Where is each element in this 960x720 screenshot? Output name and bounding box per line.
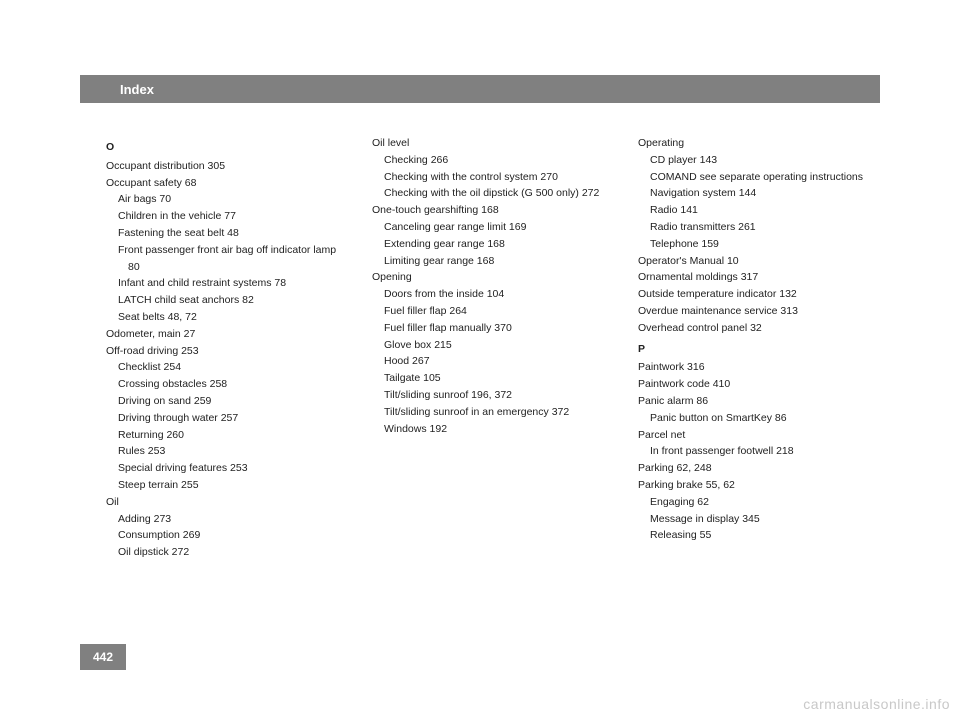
index-subentry: Rules 253 bbox=[128, 443, 348, 460]
index-subentry: Radio transmitters 261 bbox=[660, 219, 880, 236]
index-subentry: In front passenger footwell 218 bbox=[660, 443, 880, 460]
index-subentry: Fuel filler flap 264 bbox=[394, 303, 614, 320]
index-subentry: Front passenger front air bag off indica… bbox=[128, 242, 348, 276]
index-subentry: Navigation system 144 bbox=[660, 185, 880, 202]
index-subentry: Limiting gear range 168 bbox=[394, 253, 614, 270]
index-entry: Panic alarm 86 bbox=[648, 393, 880, 410]
index-entry: Paintwork code 410 bbox=[648, 376, 880, 393]
index-subentry: Canceling gear range limit 169 bbox=[394, 219, 614, 236]
index-subentry: Children in the vehicle 77 bbox=[128, 208, 348, 225]
index-subentry: Checking with the control system 270 bbox=[394, 169, 614, 186]
index-subentry: Steep terrain 255 bbox=[128, 477, 348, 494]
index-subentry: Crossing obstacles 258 bbox=[128, 376, 348, 393]
index-entry: Operating bbox=[648, 135, 880, 152]
watermark-text: carmanualsonline.info bbox=[803, 696, 950, 712]
index-subentry: Seat belts 48, 72 bbox=[128, 309, 348, 326]
index-subentry: Radio 141 bbox=[660, 202, 880, 219]
index-columns: O Occupant distribution 305Occupant safet… bbox=[106, 135, 880, 561]
index-subentry: Consumption 269 bbox=[128, 527, 348, 544]
index-subentry: COMAND see separate operating instructio… bbox=[660, 169, 880, 186]
index-entry: Odometer, main 27 bbox=[116, 326, 348, 343]
index-subentry: Fastening the seat belt 48 bbox=[128, 225, 348, 242]
index-entry: Occupant distribution 305 bbox=[116, 158, 348, 175]
index-entry: Occupant safety 68 bbox=[116, 175, 348, 192]
page-number-badge: 442 bbox=[80, 644, 126, 670]
index-entry: Oil bbox=[116, 494, 348, 511]
index-entry: Operator's Manual 10 bbox=[648, 253, 880, 270]
header-title: Index bbox=[120, 82, 154, 97]
index-subentry: Hood 267 bbox=[394, 353, 614, 370]
index-subentry: Tailgate 105 bbox=[394, 370, 614, 387]
index-entry: One-touch gearshifting 168 bbox=[382, 202, 614, 219]
header-accent bbox=[80, 75, 112, 103]
index-entry: Opening bbox=[382, 269, 614, 286]
page-number: 442 bbox=[93, 650, 113, 664]
index-subentry: Extending gear range 168 bbox=[394, 236, 614, 253]
index-letter-heading: O bbox=[106, 139, 348, 156]
index-subentry: Adding 273 bbox=[128, 511, 348, 528]
index-entry: Outside temperature indicator 132 bbox=[648, 286, 880, 303]
index-column-3: OperatingCD player 143COMAND see separat… bbox=[638, 135, 880, 561]
index-subentry: Oil dipstick 272 bbox=[128, 544, 348, 561]
index-entry: Overhead control panel 32 bbox=[648, 320, 880, 337]
index-subentry: Driving on sand 259 bbox=[128, 393, 348, 410]
index-subentry: Driving through water 257 bbox=[128, 410, 348, 427]
index-subentry: Air bags 70 bbox=[128, 191, 348, 208]
index-subentry: Panic button on SmartKey 86 bbox=[660, 410, 880, 427]
index-column-2: Oil levelChecking 266Checking with the c… bbox=[372, 135, 614, 561]
index-subentry: Glove box 215 bbox=[394, 337, 614, 354]
index-entry: Paintwork 316 bbox=[648, 359, 880, 376]
index-subentry: Checking 266 bbox=[394, 152, 614, 169]
index-entry: Ornamental moldings 317 bbox=[648, 269, 880, 286]
index-entry: Oil level bbox=[382, 135, 614, 152]
manual-index-page: Index O Occupant distribution 305Occupant… bbox=[0, 0, 960, 720]
header-bar: Index bbox=[80, 75, 880, 103]
index-subentry: Tilt/sliding sunroof 196, 372 bbox=[394, 387, 614, 404]
index-subentry: Releasing 55 bbox=[660, 527, 880, 544]
index-subentry: Special driving features 253 bbox=[128, 460, 348, 477]
index-subentry: CD player 143 bbox=[660, 152, 880, 169]
index-entry: Parking 62, 248 bbox=[648, 460, 880, 477]
index-body: O Occupant distribution 305Occupant safet… bbox=[106, 135, 880, 561]
index-subentry: Infant and child restraint systems 78 bbox=[128, 275, 348, 292]
index-subentry: Doors from the inside 104 bbox=[394, 286, 614, 303]
index-subentry: Checklist 254 bbox=[128, 359, 348, 376]
index-subentry: Tilt/sliding sunroof in an emergency 372 bbox=[394, 404, 614, 421]
index-entry: Parcel net bbox=[648, 427, 880, 444]
index-subentry: Telephone 159 bbox=[660, 236, 880, 253]
index-subentry: Returning 260 bbox=[128, 427, 348, 444]
index-column-1: O Occupant distribution 305Occupant safet… bbox=[106, 135, 348, 561]
index-entry: Parking brake 55, 62 bbox=[648, 477, 880, 494]
index-subentry: Fuel filler flap manually 370 bbox=[394, 320, 614, 337]
index-subentry: Checking with the oil dipstick (G 500 on… bbox=[394, 185, 614, 202]
index-entry: Overdue maintenance service 313 bbox=[648, 303, 880, 320]
index-subentry: LATCH child seat anchors 82 bbox=[128, 292, 348, 309]
index-subentry: Windows 192 bbox=[394, 421, 614, 438]
index-entry: Off-road driving 253 bbox=[116, 343, 348, 360]
index-letter-heading: P bbox=[638, 341, 880, 358]
index-subentry: Message in display 345 bbox=[660, 511, 880, 528]
index-subentry: Engaging 62 bbox=[660, 494, 880, 511]
